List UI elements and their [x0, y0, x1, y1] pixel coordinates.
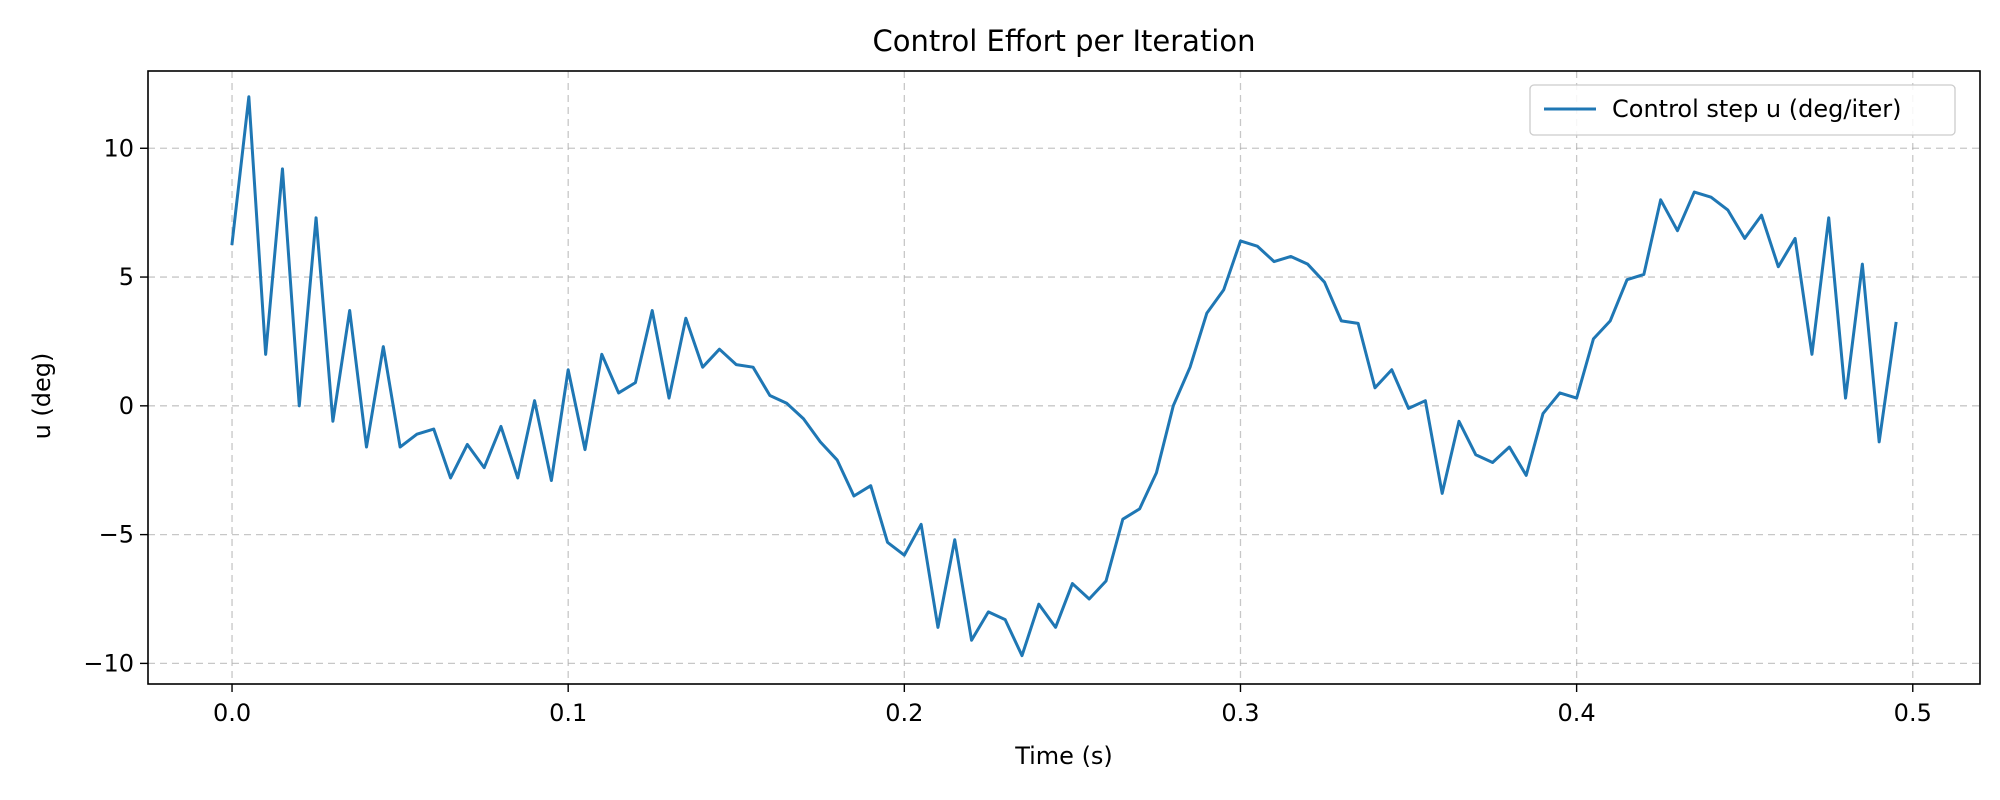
y-tick-label: 0 [119, 392, 134, 420]
x-tick-label: 0.4 [1558, 699, 1596, 727]
y-tick-label: −5 [99, 521, 134, 549]
legend-label: Control step u (deg/iter) [1612, 95, 1902, 123]
legend-box [1529, 84, 1956, 136]
x-tick-label: 0.1 [549, 699, 587, 727]
y-tick-label: 5 [119, 263, 134, 291]
series-layer [230, 95, 1898, 658]
x-tick-label: 0.0 [213, 699, 251, 727]
y-axis-ticks: −10 −5 0 5 10 [83, 134, 148, 677]
x-axis-title: Time (s) [1014, 742, 1113, 770]
plot-area-frame [147, 70, 1981, 685]
y-tick-label: −10 [83, 649, 134, 677]
x-tick-label: 0.5 [1894, 699, 1932, 727]
legend: Control step u (deg/iter) [1529, 84, 1956, 136]
series-line-0 [230, 95, 1898, 658]
grid [148, 71, 1980, 684]
x-tick-label: 0.2 [885, 699, 923, 727]
y-tick-label: 10 [103, 134, 134, 162]
y-axis-title: u (deg) [28, 353, 56, 440]
x-axis-ticks: 0.0 0.1 0.2 0.3 0.4 0.5 [213, 684, 1932, 727]
x-tick-label: 0.3 [1221, 699, 1259, 727]
chart-title: Control Effort per Iteration [872, 24, 1255, 58]
